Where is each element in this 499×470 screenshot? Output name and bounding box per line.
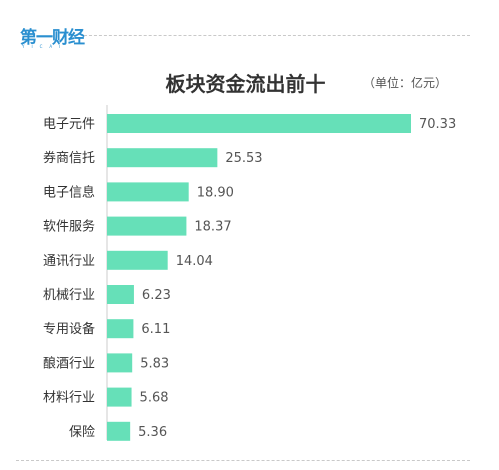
category-label: 材料行业 (43, 391, 95, 406)
bar (107, 319, 134, 339)
category-label: 保险 (69, 425, 95, 440)
bar (107, 114, 411, 133)
value-label: 25.53 (225, 151, 262, 166)
unit-label: （单位：亿元） (363, 76, 448, 90)
category-label: 软件服务 (43, 219, 95, 235)
value-label: 18.90 (197, 185, 234, 200)
top-divider (84, 35, 470, 36)
category-label: 酿酒行业 (43, 355, 95, 371)
bar (107, 250, 168, 270)
category-label: 专用设备 (43, 321, 95, 337)
value-label: 18.37 (194, 220, 231, 235)
value-label: 6.23 (142, 288, 171, 303)
bar (107, 182, 189, 202)
category-label: 券商信托 (43, 150, 95, 166)
bar (107, 353, 133, 373)
bar (107, 216, 187, 236)
bottom-divider (16, 460, 470, 461)
bar (107, 421, 131, 441)
value-label: 14.04 (176, 254, 213, 269)
bar (107, 148, 218, 168)
bar (107, 285, 134, 304)
header: 第一财经 YICAI (0, 0, 499, 50)
category-label: 电子信息 (43, 184, 95, 200)
value-label: 6.11 (141, 322, 170, 337)
yicai-logo-sub: YICAI (22, 44, 68, 49)
value-label: 5.83 (140, 356, 169, 371)
yicai-logo: 第一财经 (20, 28, 85, 48)
category-label: 通讯行业 (43, 254, 95, 269)
chart-title: 板块资金流出前十 (165, 72, 326, 96)
category-label: 机械行业 (43, 288, 95, 303)
bar (107, 387, 132, 407)
value-label: 70.33 (419, 117, 456, 132)
value-label: 5.68 (140, 391, 169, 406)
category-label: 电子元件 (43, 117, 95, 132)
value-label: 5.36 (138, 425, 167, 440)
